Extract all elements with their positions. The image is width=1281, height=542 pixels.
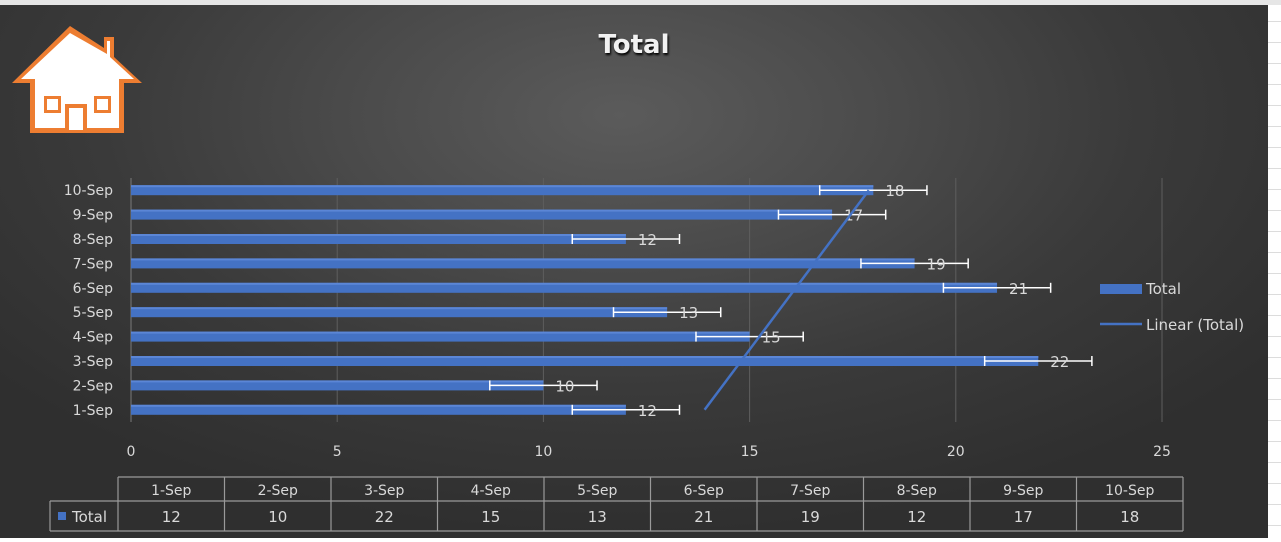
category-label-5-Sep: 5-Sep	[73, 305, 113, 321]
table-value-10-Sep: 18	[1120, 508, 1139, 526]
data-label-10-Sep: 18	[885, 182, 904, 200]
x-tick-label-20: 20	[947, 444, 965, 460]
category-label-3-Sep: 3-Sep	[73, 354, 113, 370]
trendline-line	[703, 189, 870, 411]
table-value-6-Sep: 21	[694, 508, 713, 526]
bar-6-Sep	[131, 282, 998, 293]
chart-data-labels: 12 10 22 15 13 21 19 12 17 18	[555, 182, 1069, 420]
table-value-7-Sep: 19	[801, 508, 820, 526]
data-label-4-Sep: 15	[762, 329, 781, 347]
table-header-1-Sep: 1-Sep	[151, 483, 191, 499]
house-icon[interactable]	[12, 26, 142, 133]
data-label-6-Sep: 21	[1009, 280, 1028, 298]
table-header-5-Sep: 5-Sep	[577, 483, 617, 499]
table-header-2-Sep: 2-Sep	[258, 483, 298, 499]
category-label-10-Sep: 10-Sep	[64, 183, 113, 199]
data-label-5-Sep: 13	[679, 304, 698, 322]
chart-bars	[131, 185, 1039, 415]
table-value-1-Sep: 12	[162, 508, 181, 526]
table-value-3-Sep: 22	[375, 508, 394, 526]
legend-label-trendline: Linear (Total)	[1146, 316, 1244, 334]
x-tick-label-15: 15	[741, 444, 759, 460]
bar-highlight-10-Sep	[131, 185, 874, 188]
table-header-8-Sep: 8-Sep	[897, 483, 937, 499]
table-value-2-Sep: 10	[268, 508, 287, 526]
bar-highlight-5-Sep	[131, 307, 668, 310]
bar-highlight-2-Sep	[131, 380, 544, 383]
bar-highlight-1-Sep	[131, 404, 626, 407]
table-value-5-Sep: 13	[588, 508, 607, 526]
table-header-6-Sep: 6-Sep	[684, 483, 724, 499]
bar-1-Sep	[131, 404, 626, 415]
data-label-9-Sep: 17	[844, 207, 863, 225]
chart-legend[interactable]: Total Linear (Total)	[1100, 280, 1244, 334]
chart-title: Total	[598, 30, 669, 60]
category-label-6-Sep: 6-Sep	[73, 281, 113, 297]
category-label-4-Sep: 4-Sep	[73, 330, 113, 346]
bar-2-Sep	[131, 380, 544, 391]
x-tick-label-25: 25	[1153, 444, 1171, 460]
category-label-2-Sep: 2-Sep	[73, 378, 113, 394]
bar-8-Sep	[131, 234, 626, 244]
bar-9-Sep	[131, 209, 833, 220]
data-label-7-Sep: 19	[927, 255, 946, 273]
chart-data-table: Total 1-Sep 12 2-Sep 10 3-Sep 22 4-Sep 15 5-Sep 13…	[49, 476, 1184, 532]
data-label-2-Sep: 10	[555, 377, 574, 395]
bar-highlight-7-Sep	[131, 258, 915, 261]
chart-trendline	[703, 189, 870, 411]
category-label-7-Sep: 7-Sep	[73, 256, 113, 272]
bar-highlight-3-Sep	[131, 356, 1039, 358]
bar-3-Sep	[131, 356, 1039, 366]
table-value-9-Sep: 17	[1014, 508, 1033, 526]
chart-svg: Total 12 10 22 15 13 21 19 12 17 18 1-Sep 2-Sep 3-S…	[12, 26, 1244, 532]
sheet-right-gutter	[1268, 5, 1281, 538]
table-legend-key	[58, 512, 66, 520]
table-value-8-Sep: 12	[907, 508, 926, 526]
data-label-8-Sep: 12	[638, 231, 657, 249]
category-label-1-Sep: 1-Sep	[73, 403, 113, 419]
legend-label-total: Total	[1145, 280, 1181, 298]
chart-x-tick-labels: 0 5 10 15 20 25	[127, 444, 1171, 460]
table-header-4-Sep: 4-Sep	[471, 483, 511, 499]
bar-7-Sep	[131, 258, 915, 269]
table-header-7-Sep: 7-Sep	[790, 483, 830, 499]
x-tick-label-10: 10	[534, 444, 552, 460]
table-row-label: Total	[71, 508, 107, 526]
bar-highlight-4-Sep	[131, 331, 750, 334]
bar-10-Sep	[131, 185, 874, 196]
chart-category-labels: 1-Sep 2-Sep 3-Sep 4-Sep 5-Sep 6-Sep 7-Sep 8-Sep…	[64, 183, 113, 419]
x-tick-label-0: 0	[127, 444, 136, 460]
chart-error-bars	[489, 185, 1093, 415]
bar-5-Sep	[131, 307, 668, 318]
bar-highlight-6-Sep	[131, 282, 998, 285]
table-header-10-Sep: 10-Sep	[1105, 483, 1154, 499]
bar-highlight-9-Sep	[131, 209, 833, 212]
data-label-3-Sep: 22	[1050, 353, 1069, 371]
bar-4-Sep	[131, 331, 750, 342]
x-tick-label-5: 5	[333, 444, 342, 460]
bar-highlight-8-Sep	[131, 234, 626, 236]
table-header-3-Sep: 3-Sep	[364, 483, 404, 499]
table-header-9-Sep: 9-Sep	[1003, 483, 1043, 499]
data-label-1-Sep: 12	[638, 402, 657, 420]
category-label-9-Sep: 9-Sep	[73, 208, 113, 224]
legend-swatch-total	[1100, 284, 1142, 294]
category-label-8-Sep: 8-Sep	[73, 232, 113, 248]
chart-area[interactable]: Total 12 10 22 15 13 21 19 12 17 18 1-Sep 2-Sep 3-S…	[0, 5, 1268, 538]
table-value-4-Sep: 15	[481, 508, 500, 526]
